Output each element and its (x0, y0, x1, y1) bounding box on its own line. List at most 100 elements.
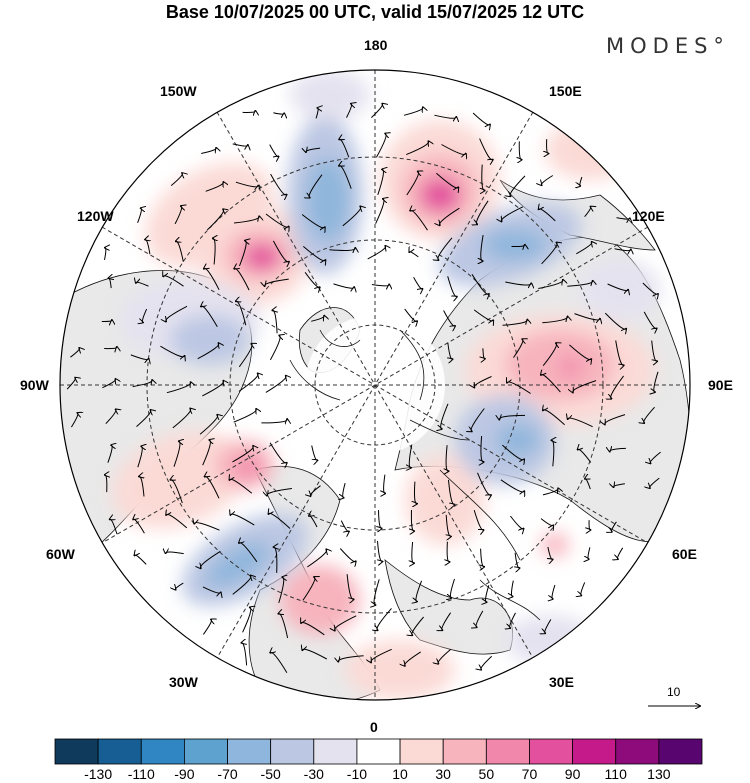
wind-vector (204, 268, 220, 291)
wind-vector (377, 608, 392, 630)
wind-vector (174, 206, 182, 225)
wind-vector (202, 620, 211, 635)
vector-key-label: 10 (667, 685, 681, 699)
wind-vector (439, 207, 460, 225)
lon-label-60w: 60W (46, 546, 75, 562)
wind-vector (614, 248, 631, 251)
wind-vector (142, 308, 148, 322)
wind-vector (654, 371, 659, 392)
wind-vector (201, 306, 218, 328)
colorbar-tick-label: -90 (174, 766, 195, 782)
wind-vector (481, 436, 484, 462)
lon-label-90e: 90E (708, 377, 733, 393)
wind-vector (374, 579, 380, 605)
wind-vector (507, 382, 531, 394)
colorbar-swatch (658, 738, 703, 765)
wind-vector (306, 148, 321, 152)
wind-vector (172, 409, 191, 429)
wind-vector (110, 519, 118, 535)
wind-vector (416, 580, 423, 602)
colorbar-tick-label: 90 (564, 766, 581, 782)
wind-vector (338, 655, 364, 662)
wind-vector (105, 409, 116, 425)
wind-vector (515, 552, 519, 568)
wind-vector (261, 419, 287, 423)
wind-vector (105, 475, 107, 493)
wind-vector (414, 481, 416, 504)
wind-vector (510, 515, 523, 529)
coastlines (289, 329, 541, 621)
colorbar-swatch (615, 738, 660, 765)
wind-vector (173, 441, 180, 467)
colorbar-swatch (442, 738, 487, 765)
wind-vector (269, 336, 280, 361)
wind-vector (310, 485, 321, 496)
wind-vector (481, 235, 483, 261)
wind-vector (270, 173, 287, 195)
colorbar-swatch (183, 738, 228, 765)
colorbar-swatch (399, 738, 444, 765)
wind-vector (486, 585, 490, 602)
wind-vector (171, 480, 183, 504)
colorbar-tick-label: 10 (392, 766, 408, 782)
wind-vector (272, 240, 289, 262)
lon-label-0: 0 (370, 719, 378, 735)
wind-vector (567, 281, 592, 287)
wind-vector (270, 652, 288, 673)
wind-vector (135, 555, 147, 565)
wind-vector (651, 340, 657, 362)
wind-vector (375, 199, 384, 224)
wind-vector (499, 415, 526, 419)
wind-vector (613, 484, 625, 487)
wind-vector (242, 111, 256, 113)
map-border (59, 69, 691, 701)
wind-vector (70, 348, 79, 358)
lon-label-150w: 150W (160, 83, 197, 99)
wind-vector (436, 172, 458, 188)
wind-vector (406, 141, 428, 156)
wind-vector (403, 107, 423, 116)
wind-vector (101, 320, 112, 321)
wind-vector (239, 241, 247, 267)
wind-vector (367, 246, 386, 260)
wind-vector (519, 141, 521, 159)
wind-vector (501, 206, 524, 222)
colorbar-swatch (54, 738, 99, 765)
wind-vector (502, 320, 528, 326)
wind-vector (610, 448, 626, 451)
wind-vector (278, 577, 284, 604)
wind-vector (448, 342, 453, 360)
wind-vector (552, 440, 554, 467)
lon-label-180: 180 (364, 37, 388, 53)
wind-vector (233, 216, 259, 224)
wind-vector (611, 375, 624, 399)
wind-vector (302, 649, 328, 660)
wind-vector (405, 651, 421, 666)
wind-vector (109, 278, 112, 289)
wind-vector (384, 474, 386, 494)
wind-vector (481, 655, 493, 669)
wind-vector (547, 139, 549, 153)
wind-vector (438, 237, 453, 260)
wind-vector (552, 584, 556, 599)
wind-vector (343, 482, 346, 498)
wind-vector (340, 520, 349, 532)
wind-vector (471, 274, 489, 294)
wind-vector (607, 283, 629, 291)
wind-vector (604, 312, 626, 329)
colorbar-tick-label: 130 (647, 766, 671, 782)
lon-label-30e: 30E (549, 674, 574, 690)
colorbar-tick-label: 70 (521, 766, 538, 782)
wind-vector (70, 413, 78, 428)
wind-vector (588, 547, 591, 559)
wind-vector (441, 403, 449, 429)
wind-vector (450, 578, 455, 598)
wind-vector (413, 277, 423, 289)
wind-vector (170, 173, 182, 186)
colorbar-swatch (227, 738, 272, 765)
wind-vector (202, 586, 221, 593)
wind-vector (542, 343, 556, 367)
wind-vector (379, 510, 382, 528)
wind-vector (107, 445, 112, 463)
colorbar-tick-label: 110 (604, 766, 627, 782)
